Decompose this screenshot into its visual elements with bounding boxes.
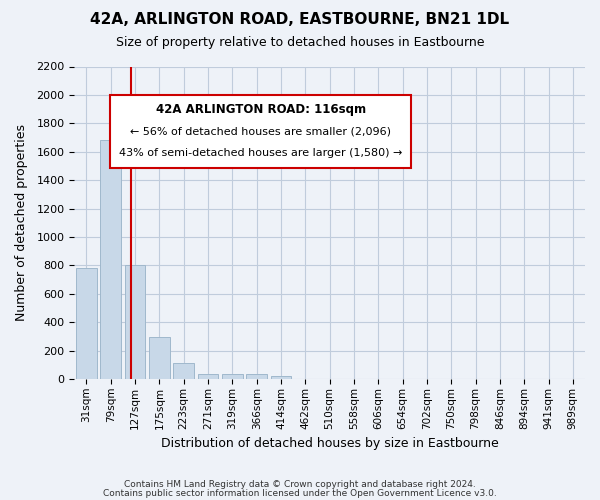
Bar xyxy=(271,376,292,379)
Text: Contains public sector information licensed under the Open Government Licence v3: Contains public sector information licen… xyxy=(103,489,497,498)
Bar xyxy=(149,337,170,379)
Text: 42A ARLINGTON ROAD: 116sqm: 42A ARLINGTON ROAD: 116sqm xyxy=(155,104,366,117)
Text: Contains HM Land Registry data © Crown copyright and database right 2024.: Contains HM Land Registry data © Crown c… xyxy=(124,480,476,489)
Text: 43% of semi-detached houses are larger (1,580) →: 43% of semi-detached houses are larger (… xyxy=(119,148,403,158)
Text: 42A, ARLINGTON ROAD, EASTBOURNE, BN21 1DL: 42A, ARLINGTON ROAD, EASTBOURNE, BN21 1D… xyxy=(91,12,509,28)
Bar xyxy=(222,374,243,379)
X-axis label: Distribution of detached houses by size in Eastbourne: Distribution of detached houses by size … xyxy=(161,437,499,450)
Bar xyxy=(173,362,194,379)
Text: Size of property relative to detached houses in Eastbourne: Size of property relative to detached ho… xyxy=(116,36,484,49)
Bar xyxy=(247,374,267,379)
Bar xyxy=(125,266,145,379)
Y-axis label: Number of detached properties: Number of detached properties xyxy=(15,124,28,321)
Text: ← 56% of detached houses are smaller (2,096): ← 56% of detached houses are smaller (2,… xyxy=(130,126,391,136)
Bar xyxy=(198,374,218,379)
Bar xyxy=(76,268,97,379)
Bar xyxy=(100,140,121,379)
FancyBboxPatch shape xyxy=(110,94,412,168)
